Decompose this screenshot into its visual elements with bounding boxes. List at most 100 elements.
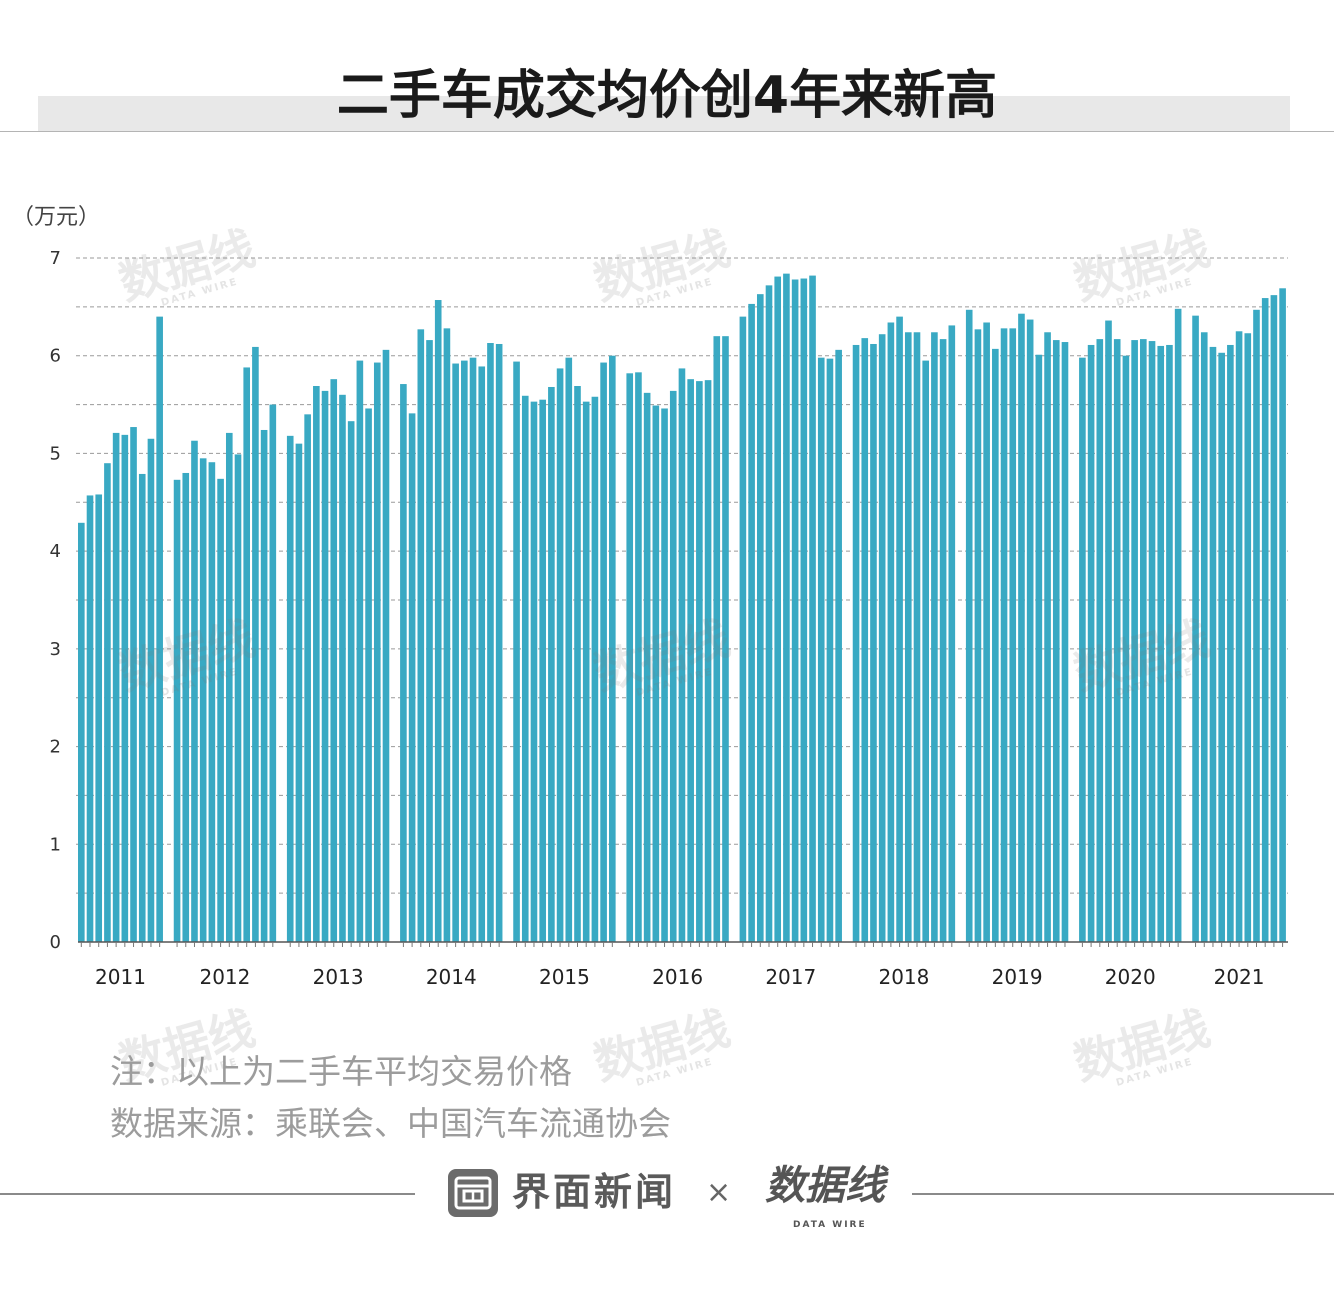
y-tick-label: 7 — [50, 248, 61, 269]
bar — [373, 362, 381, 942]
bar — [1270, 295, 1278, 942]
y-tick-label: 5 — [50, 443, 61, 464]
bar — [809, 275, 816, 942]
x-tick-label: 2020 — [1105, 965, 1156, 989]
bar — [965, 309, 973, 942]
x-tick-label: 2016 — [652, 965, 703, 989]
bar — [974, 329, 982, 942]
bar — [1026, 319, 1034, 942]
x-tick-label: 2014 — [426, 965, 477, 989]
bar — [1157, 345, 1165, 942]
bar — [678, 368, 686, 943]
bar — [1200, 332, 1208, 943]
x-tick-label: 2015 — [539, 965, 590, 989]
y-axis-unit-label: （万元） — [12, 205, 101, 230]
bars — [78, 273, 1286, 943]
bar — [1227, 344, 1234, 943]
y-tick-label: 0 — [50, 932, 61, 953]
bar — [95, 494, 103, 942]
bar — [1192, 315, 1199, 942]
bar — [1131, 340, 1138, 943]
bar — [1166, 344, 1173, 943]
bar — [722, 336, 729, 943]
bar — [861, 338, 869, 942]
page-title: 二手车成交均价创4年来新高 — [336, 66, 998, 126]
bar — [513, 361, 520, 942]
bar — [1253, 309, 1260, 942]
bar — [687, 379, 694, 942]
bar — [138, 473, 146, 942]
chart-note: 注：以上为二手车平均交易价格 — [110, 1052, 572, 1091]
bar — [1035, 354, 1043, 942]
bar — [548, 386, 555, 942]
bar — [635, 372, 642, 943]
bar — [696, 381, 703, 942]
bar — [591, 396, 599, 942]
bar — [1148, 341, 1156, 942]
bar — [530, 401, 538, 942]
bar — [382, 349, 390, 942]
bar — [896, 316, 903, 943]
bar — [461, 360, 468, 943]
bar — [556, 368, 564, 943]
bar — [904, 332, 912, 943]
x-tick-label: 2013 — [313, 965, 364, 989]
bar — [417, 329, 425, 942]
bar — [217, 478, 224, 942]
bar — [713, 336, 721, 943]
bar — [234, 454, 242, 942]
y-tick-label: 3 — [50, 639, 61, 660]
bar — [887, 322, 895, 942]
bar — [878, 334, 886, 942]
bar — [765, 285, 773, 942]
bar — [826, 358, 834, 942]
bar — [313, 386, 320, 942]
x-tick-label: 2012 — [199, 965, 250, 989]
bar — [1218, 352, 1225, 943]
bar — [756, 294, 764, 942]
bar — [452, 363, 459, 942]
bar — [304, 414, 311, 942]
bar — [835, 349, 842, 942]
bar — [321, 390, 329, 942]
bar — [347, 421, 355, 942]
bar — [260, 429, 268, 942]
bar — [1044, 332, 1051, 943]
bar — [356, 360, 364, 943]
bar — [574, 386, 581, 942]
bar — [469, 357, 477, 942]
bar — [913, 332, 921, 943]
bar — [774, 276, 782, 943]
bar — [922, 360, 930, 943]
bar — [800, 278, 808, 942]
bar — [1096, 339, 1104, 942]
x-tick-label: 2011 — [95, 965, 146, 989]
bar — [130, 427, 137, 942]
bar — [147, 438, 155, 942]
bar — [295, 443, 303, 942]
collaboration-times-sign: × — [706, 1175, 732, 1210]
bar — [1000, 328, 1008, 943]
jiemian-brand-name: 界面新闻 — [512, 1170, 677, 1214]
bar — [1122, 355, 1130, 942]
x-tick-label: 2018 — [878, 965, 929, 989]
bar — [1235, 331, 1243, 942]
bar — [252, 346, 259, 942]
x-tick-label: 2017 — [765, 965, 816, 989]
y-tick-label: 6 — [50, 346, 61, 367]
title-band — [38, 96, 1290, 131]
bar — [408, 413, 416, 942]
bar — [104, 463, 111, 942]
jiemian-logo-icon — [448, 1169, 498, 1217]
bar — [669, 390, 677, 942]
x-ticks — [80, 942, 1284, 947]
axis-labels: 0 1 2 3 4 5 6 7 2011 2012 2013 2014 2015 2016 2017 2018… — [50, 248, 1265, 989]
bar — [339, 394, 346, 942]
bar — [661, 408, 668, 943]
bar — [582, 401, 590, 942]
bar — [609, 355, 616, 942]
y-tick-label: 2 — [50, 737, 61, 758]
data-source: 数据来源：乘联会、中国汽车流通协会 — [110, 1104, 671, 1143]
bar — [852, 344, 860, 943]
